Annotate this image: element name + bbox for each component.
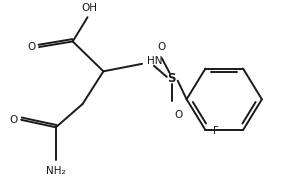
Text: S: S	[168, 72, 176, 85]
Text: O: O	[9, 115, 18, 125]
Text: O: O	[27, 42, 35, 52]
Text: O: O	[175, 110, 183, 120]
Text: F: F	[213, 126, 219, 136]
Text: HN: HN	[147, 56, 162, 66]
Text: O: O	[158, 42, 166, 52]
Text: NH₂: NH₂	[46, 166, 66, 176]
Text: OH: OH	[81, 3, 98, 13]
